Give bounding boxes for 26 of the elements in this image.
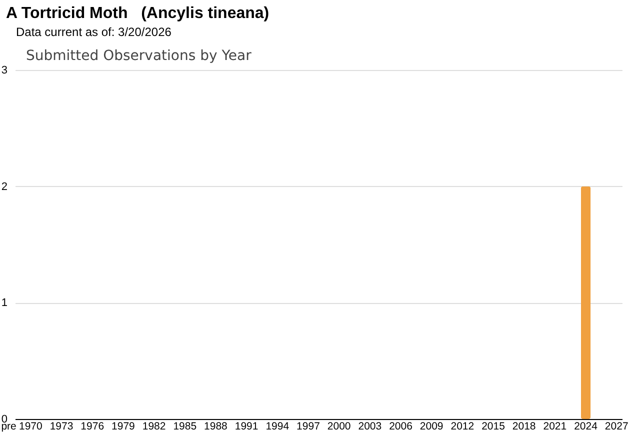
x-tick-label: 2012 bbox=[450, 420, 474, 432]
x-tick-label: 1985 bbox=[173, 420, 197, 432]
chart-subtitle: Data current as of: 3/20/2026 bbox=[16, 25, 172, 39]
x-tick-label: 1982 bbox=[142, 420, 166, 432]
x-tick-label: 2021 bbox=[543, 420, 567, 432]
x-tick-label: 1991 bbox=[234, 420, 258, 432]
x-tick-label: 1976 bbox=[80, 420, 104, 432]
x-tick-label: 2000 bbox=[327, 420, 351, 432]
x-tick-label: 1970 bbox=[18, 420, 43, 432]
x-tick-label: 2009 bbox=[420, 420, 444, 432]
y-tick-label: 3 bbox=[1, 64, 8, 76]
chart-title: A Tortricid Moth (Ancylis tineana) bbox=[6, 5, 270, 23]
text: Submitted Observations by Year bbox=[26, 48, 252, 64]
x-tick-label: 2006 bbox=[389, 420, 413, 432]
x-tick-label: 2003 bbox=[358, 420, 382, 432]
y-tick-label: 1 bbox=[1, 297, 8, 310]
x-tick-label: 2024 bbox=[574, 420, 598, 432]
x-tick-label: 2015 bbox=[482, 420, 506, 432]
x-tick-label: 1997 bbox=[296, 420, 320, 432]
y-tick-label: 2 bbox=[1, 180, 8, 193]
x-tick-label: 2018 bbox=[512, 420, 536, 432]
x-tick-label: 1994 bbox=[266, 420, 290, 432]
x-tick-label: 1979 bbox=[112, 420, 136, 432]
x-tick-label: 1988 bbox=[204, 420, 228, 432]
x-tick-label: 1973 bbox=[50, 420, 74, 432]
x-tick-label: 2027 bbox=[604, 420, 628, 432]
